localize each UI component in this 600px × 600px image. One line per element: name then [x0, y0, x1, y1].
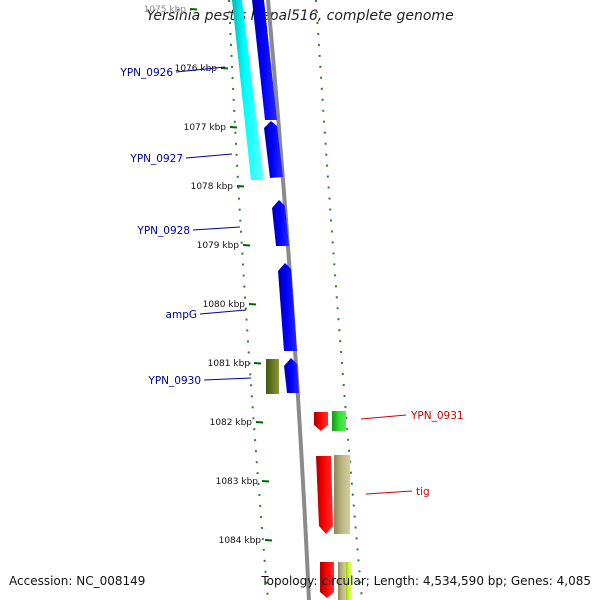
tick-mark: [189, 8, 198, 11]
tick-mark: [229, 126, 238, 129]
tick-mark: [248, 303, 257, 306]
tick-mark: [242, 244, 251, 247]
gene-ampg-arrow[interactable]: [278, 263, 297, 351]
region-feature: [232, 0, 264, 180]
tick-label: 1076 kbp: [175, 64, 218, 74]
tick-mark: [255, 421, 264, 424]
ruler-ring-inner: [228, 0, 269, 600]
gene-label[interactable]: YPN_0930: [147, 375, 201, 387]
gene-leader-line: [185, 153, 233, 159]
gene-label[interactable]: YPN_0928: [136, 225, 190, 237]
gene-tig-arrow[interactable]: [316, 456, 333, 534]
khaki-feature: [334, 455, 350, 534]
map-title: Yersinia pestis Nepal516, complete genom…: [146, 8, 454, 24]
gene-leader-line: [203, 377, 252, 381]
gene-ypn-0930-arrow[interactable]: [284, 358, 299, 393]
tick-mark: [261, 480, 270, 483]
khaki-feature-2: [338, 562, 346, 600]
green-feature: [332, 411, 346, 431]
gene-label[interactable]: ampG: [166, 309, 197, 321]
gene-label[interactable]: YPN_0931: [410, 410, 464, 422]
tick-label: 1081 kbp: [208, 359, 251, 369]
lime-feature: [346, 562, 352, 600]
ruler-ring-outer: [315, 0, 363, 600]
gene-leader-line: [199, 309, 247, 315]
gene-label[interactable]: YPN_0927: [129, 153, 183, 165]
tick-label: 1080 kbp: [203, 300, 246, 310]
gene-label[interactable]: YPN_0926: [119, 67, 173, 79]
gene-leader-line: [175, 66, 226, 73]
tick-label: 1084 kbp: [219, 536, 262, 546]
tick-mark: [236, 185, 245, 188]
olive-feature: [266, 359, 279, 394]
tick-label: 1079 kbp: [197, 241, 240, 251]
gene-leader-line: [192, 226, 241, 231]
tick-label: 1078 kbp: [191, 182, 234, 192]
gene-label[interactable]: tig: [416, 486, 430, 498]
tick-label: 1075 kbp: [144, 5, 187, 15]
genome-info-text: Topology: circular; Length: 4,534,590 bp…: [261, 574, 591, 588]
tick-mark: [264, 539, 273, 542]
tick-label: 1077 kbp: [184, 123, 227, 133]
gene-ypn-0931-arrow[interactable]: [314, 412, 328, 431]
gene-ypn-0926-arrow[interactable]: [252, 0, 277, 120]
ruler-ticks: 1075 kbp 1076 kbp 1077 kbp 1078 kbp 1079 kbp…: [144, 5, 273, 546]
gene-ypn-0928-arrow[interactable]: [272, 200, 289, 246]
gene-ypn-0927-arrow[interactable]: [264, 121, 283, 178]
tick-label: 1082 kbp: [210, 418, 253, 428]
tick-mark: [253, 362, 262, 365]
gene-leader-line: [360, 414, 407, 420]
next-gene-arrow[interactable]: [320, 562, 334, 598]
accession-text: Accession: NC_008149: [9, 574, 146, 588]
gene-labels: YPN_0926 YPN_0927 YPN_0928 ampG YPN_0930 YPN_…: [119, 66, 464, 498]
tick-label: 1083 kbp: [216, 477, 259, 487]
tick-mark: [220, 67, 229, 70]
gene-leader-line: [365, 490, 413, 495]
